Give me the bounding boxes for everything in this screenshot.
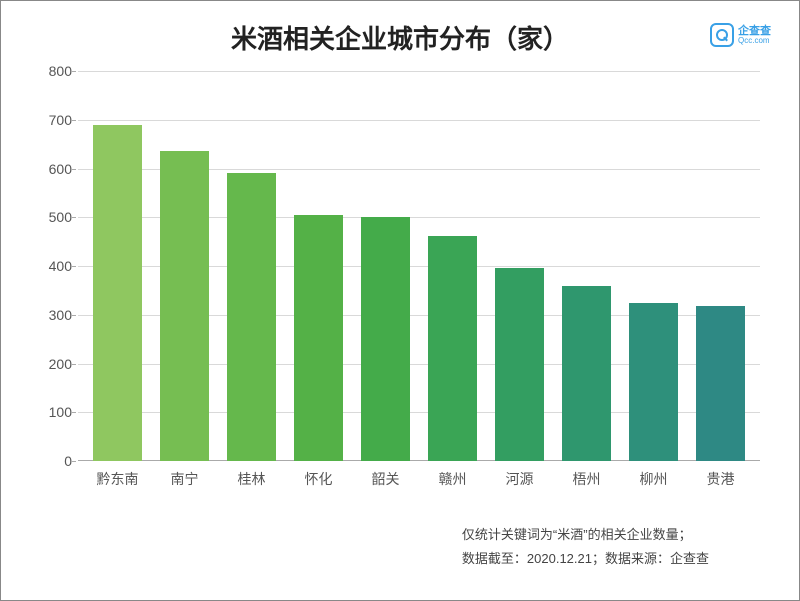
bar-wrap: 怀化	[285, 71, 352, 461]
bar-wrap: 桂林	[218, 71, 285, 461]
x-tick-label: 柳州	[640, 469, 668, 489]
plot-area: 0100200300400500600700800 黔东南南宁桂林怀化韶关赣州河…	[78, 71, 760, 461]
bar-wrap: 赣州	[419, 71, 486, 461]
bar-wrap: 河源	[486, 71, 553, 461]
logo-cn: 企查查	[738, 26, 771, 37]
footnote-line-1: 仅统计关键词为“米酒”的相关企业数量；	[462, 523, 709, 548]
x-tick-label: 河源	[506, 469, 534, 489]
y-tick-label: 600	[30, 161, 72, 177]
x-tick-label: 韶关	[372, 469, 400, 489]
bar	[93, 125, 141, 461]
bar	[227, 173, 275, 461]
x-tick-label: 怀化	[305, 469, 333, 489]
y-tick-label: 100	[30, 404, 72, 420]
x-tick-label: 贵港	[707, 469, 735, 489]
footnote-line-2: 数据截至：2020.12.21；数据来源：企查查	[462, 547, 709, 572]
bar	[562, 286, 610, 462]
x-tick-label: 南宁	[171, 469, 199, 489]
y-tick-label: 200	[30, 356, 72, 372]
bar	[696, 306, 744, 461]
y-tick-label: 400	[30, 258, 72, 274]
x-tick-label: 黔东南	[97, 469, 139, 489]
qcc-icon	[710, 23, 734, 47]
x-tick-label: 桂林	[238, 469, 266, 489]
logo-en: Qcc.com	[738, 37, 771, 45]
footnotes: 仅统计关键词为“米酒”的相关企业数量； 数据截至：2020.12.21；数据来源…	[462, 523, 709, 572]
bar-wrap: 梧州	[553, 71, 620, 461]
bar-wrap: 柳州	[620, 71, 687, 461]
bar-wrap: 韶关	[352, 71, 419, 461]
chart-title: 米酒相关企业城市分布（家）	[21, 19, 779, 56]
bar	[160, 151, 208, 461]
chart-area: 0100200300400500600700800 黔东南南宁桂林怀化韶关赣州河…	[30, 66, 770, 496]
y-tick-label: 800	[30, 63, 72, 79]
bar-wrap: 南宁	[151, 71, 218, 461]
y-tick-label: 500	[30, 209, 72, 225]
x-tick-label: 梧州	[573, 469, 601, 489]
bar	[428, 236, 476, 461]
bar	[361, 217, 409, 461]
y-tick-label: 700	[30, 112, 72, 128]
x-tick-label: 赣州	[439, 469, 467, 489]
bar	[294, 215, 342, 461]
bar	[629, 303, 677, 461]
bar	[495, 268, 543, 461]
brand-logo: 企查查 Qcc.com	[710, 23, 771, 47]
bars-group: 黔东南南宁桂林怀化韶关赣州河源梧州柳州贵港	[78, 71, 760, 461]
bar-wrap: 贵港	[687, 71, 754, 461]
y-tick-label: 300	[30, 307, 72, 323]
chart-container: 米酒相关企业城市分布（家） 企查查 Qcc.com 01002003004005…	[0, 0, 800, 601]
y-tick-label: 0	[30, 453, 72, 469]
bar-wrap: 黔东南	[84, 71, 151, 461]
